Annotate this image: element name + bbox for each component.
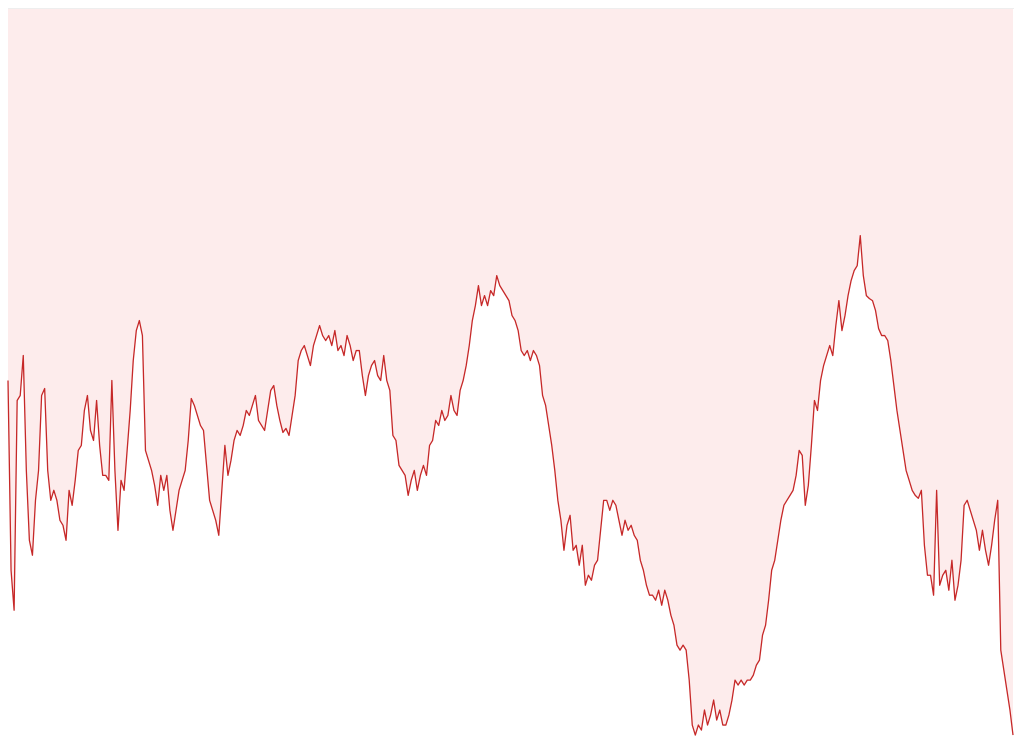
area-fill: [8, 9, 1013, 736]
line: [7, 235, 1014, 736]
